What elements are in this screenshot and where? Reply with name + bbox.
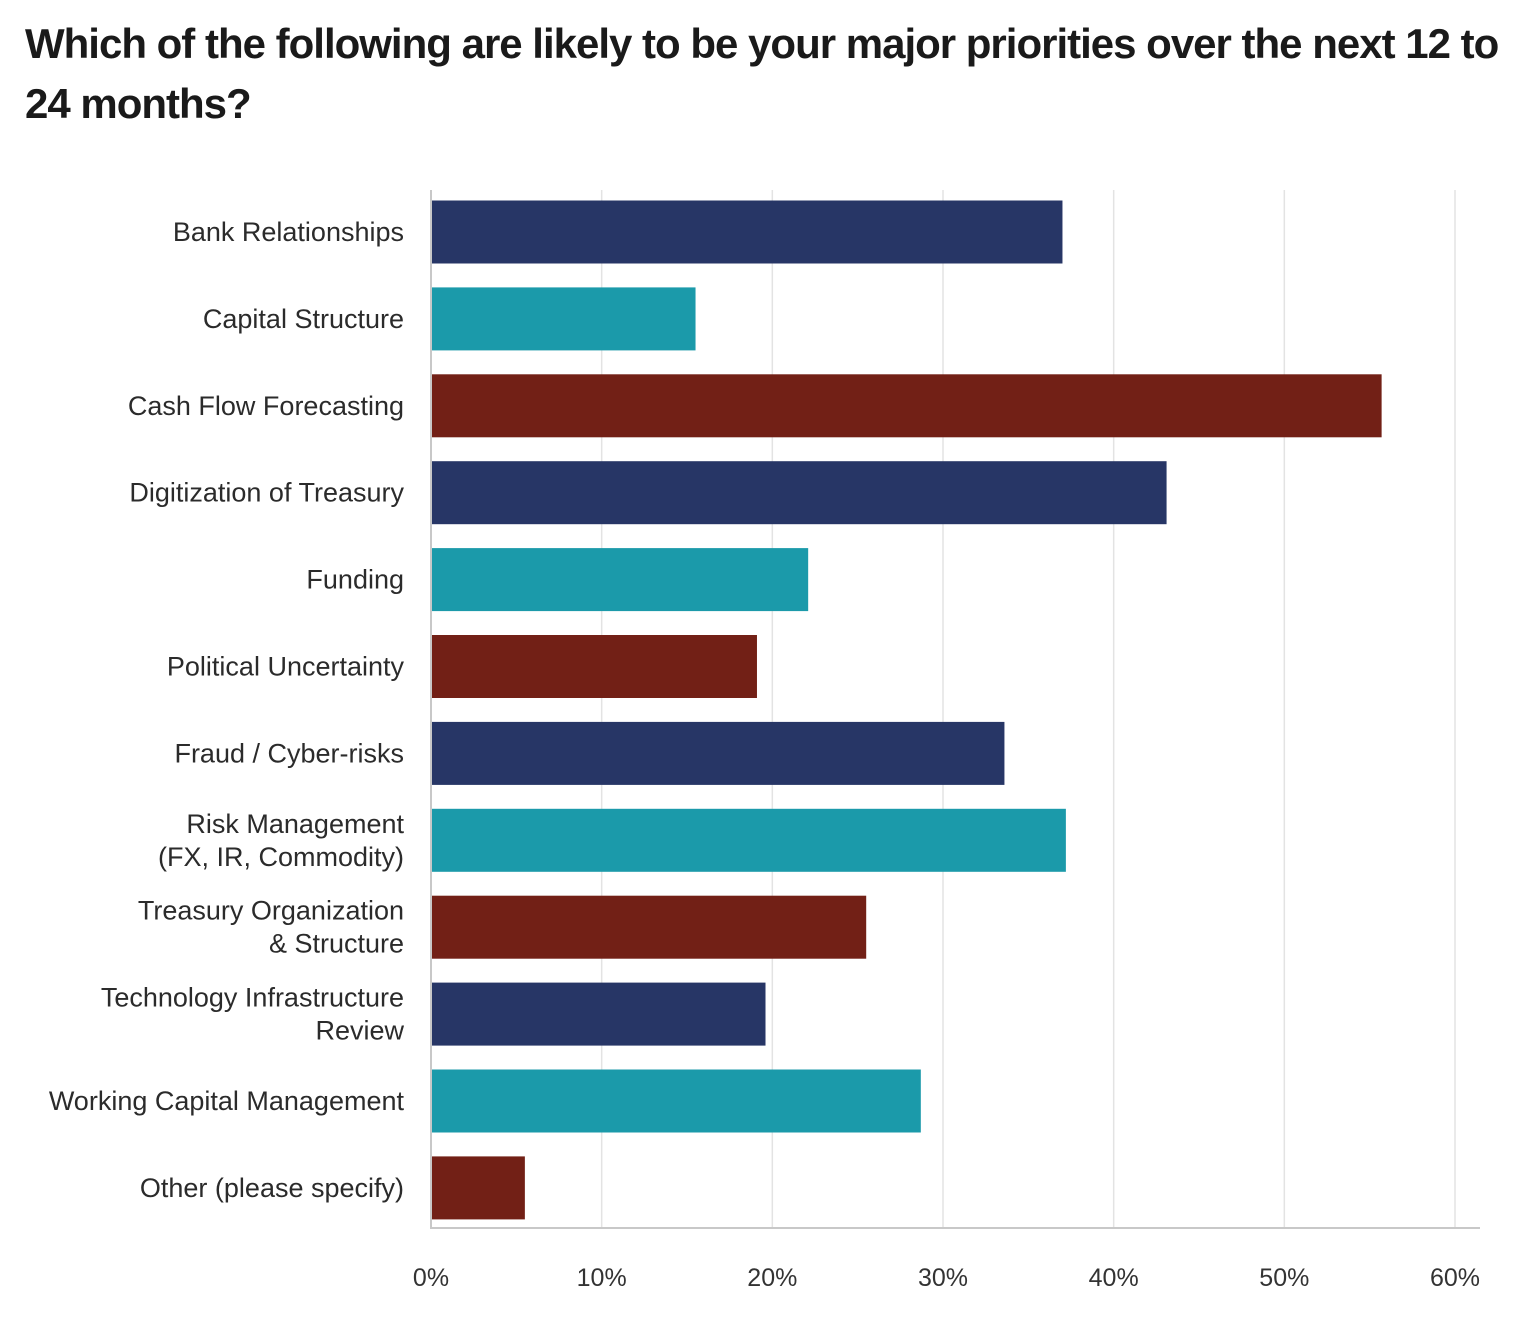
category-label-1: Capital Structure <box>203 304 404 334</box>
bars <box>431 200 1382 1220</box>
category-labels: Bank Relationships Capital Structure Cash … <box>49 217 405 1203</box>
category-label-8-line-0: Treasury Organization <box>138 896 404 926</box>
tick-labels: 0% 10% 20% 30% 40% 50% 60% <box>413 1264 1480 1292</box>
category-label-7-line-0: Risk Management <box>186 809 404 839</box>
axes <box>430 190 1480 1229</box>
category-label-6: Fraud / Cyber-risks <box>174 738 404 768</box>
bar-9 <box>431 982 766 1046</box>
x-tick-label-60: 60% <box>1430 1264 1480 1292</box>
category-label-0: Bank Relationships <box>173 217 404 247</box>
category-label-11: Other (please specify) <box>140 1173 404 1203</box>
x-tick-label-40: 40% <box>1089 1264 1139 1292</box>
category-label-5: Political Uncertainty <box>167 652 405 682</box>
bar-7 <box>431 808 1066 872</box>
bar-3 <box>431 461 1167 525</box>
bar-1 <box>431 287 696 351</box>
bar-4 <box>431 548 809 612</box>
category-label-8-line-1: & Structure <box>269 929 404 959</box>
bar-11 <box>431 1156 525 1220</box>
category-label-2: Cash Flow Forecasting <box>128 391 404 421</box>
x-tick-label-20: 20% <box>747 1264 797 1292</box>
bar-6 <box>431 721 1005 785</box>
x-tick-label-30: 30% <box>918 1264 968 1292</box>
bar-8 <box>431 895 867 959</box>
bar-10 <box>431 1069 921 1133</box>
x-tick-label-50: 50% <box>1259 1264 1309 1292</box>
category-label-9-line-0: Technology Infrastructure <box>101 983 404 1013</box>
chart-title: Which of the following are likely to be … <box>25 20 1499 127</box>
bar-2 <box>431 374 1382 438</box>
category-label-9-line-1: Review <box>315 1016 404 1046</box>
category-label-7-line-1: (FX, IR, Commodity) <box>158 842 404 872</box>
x-tick-label-0: 0% <box>413 1264 449 1292</box>
category-label-4: Funding <box>306 565 404 595</box>
bar-5 <box>431 635 757 698</box>
category-label-3: Digitization of Treasury <box>129 478 404 508</box>
x-tick-label-10: 10% <box>577 1264 627 1292</box>
category-label-10: Working Capital Management <box>49 1086 405 1116</box>
bar-0 <box>431 200 1063 264</box>
gridlines <box>600 190 1456 1228</box>
